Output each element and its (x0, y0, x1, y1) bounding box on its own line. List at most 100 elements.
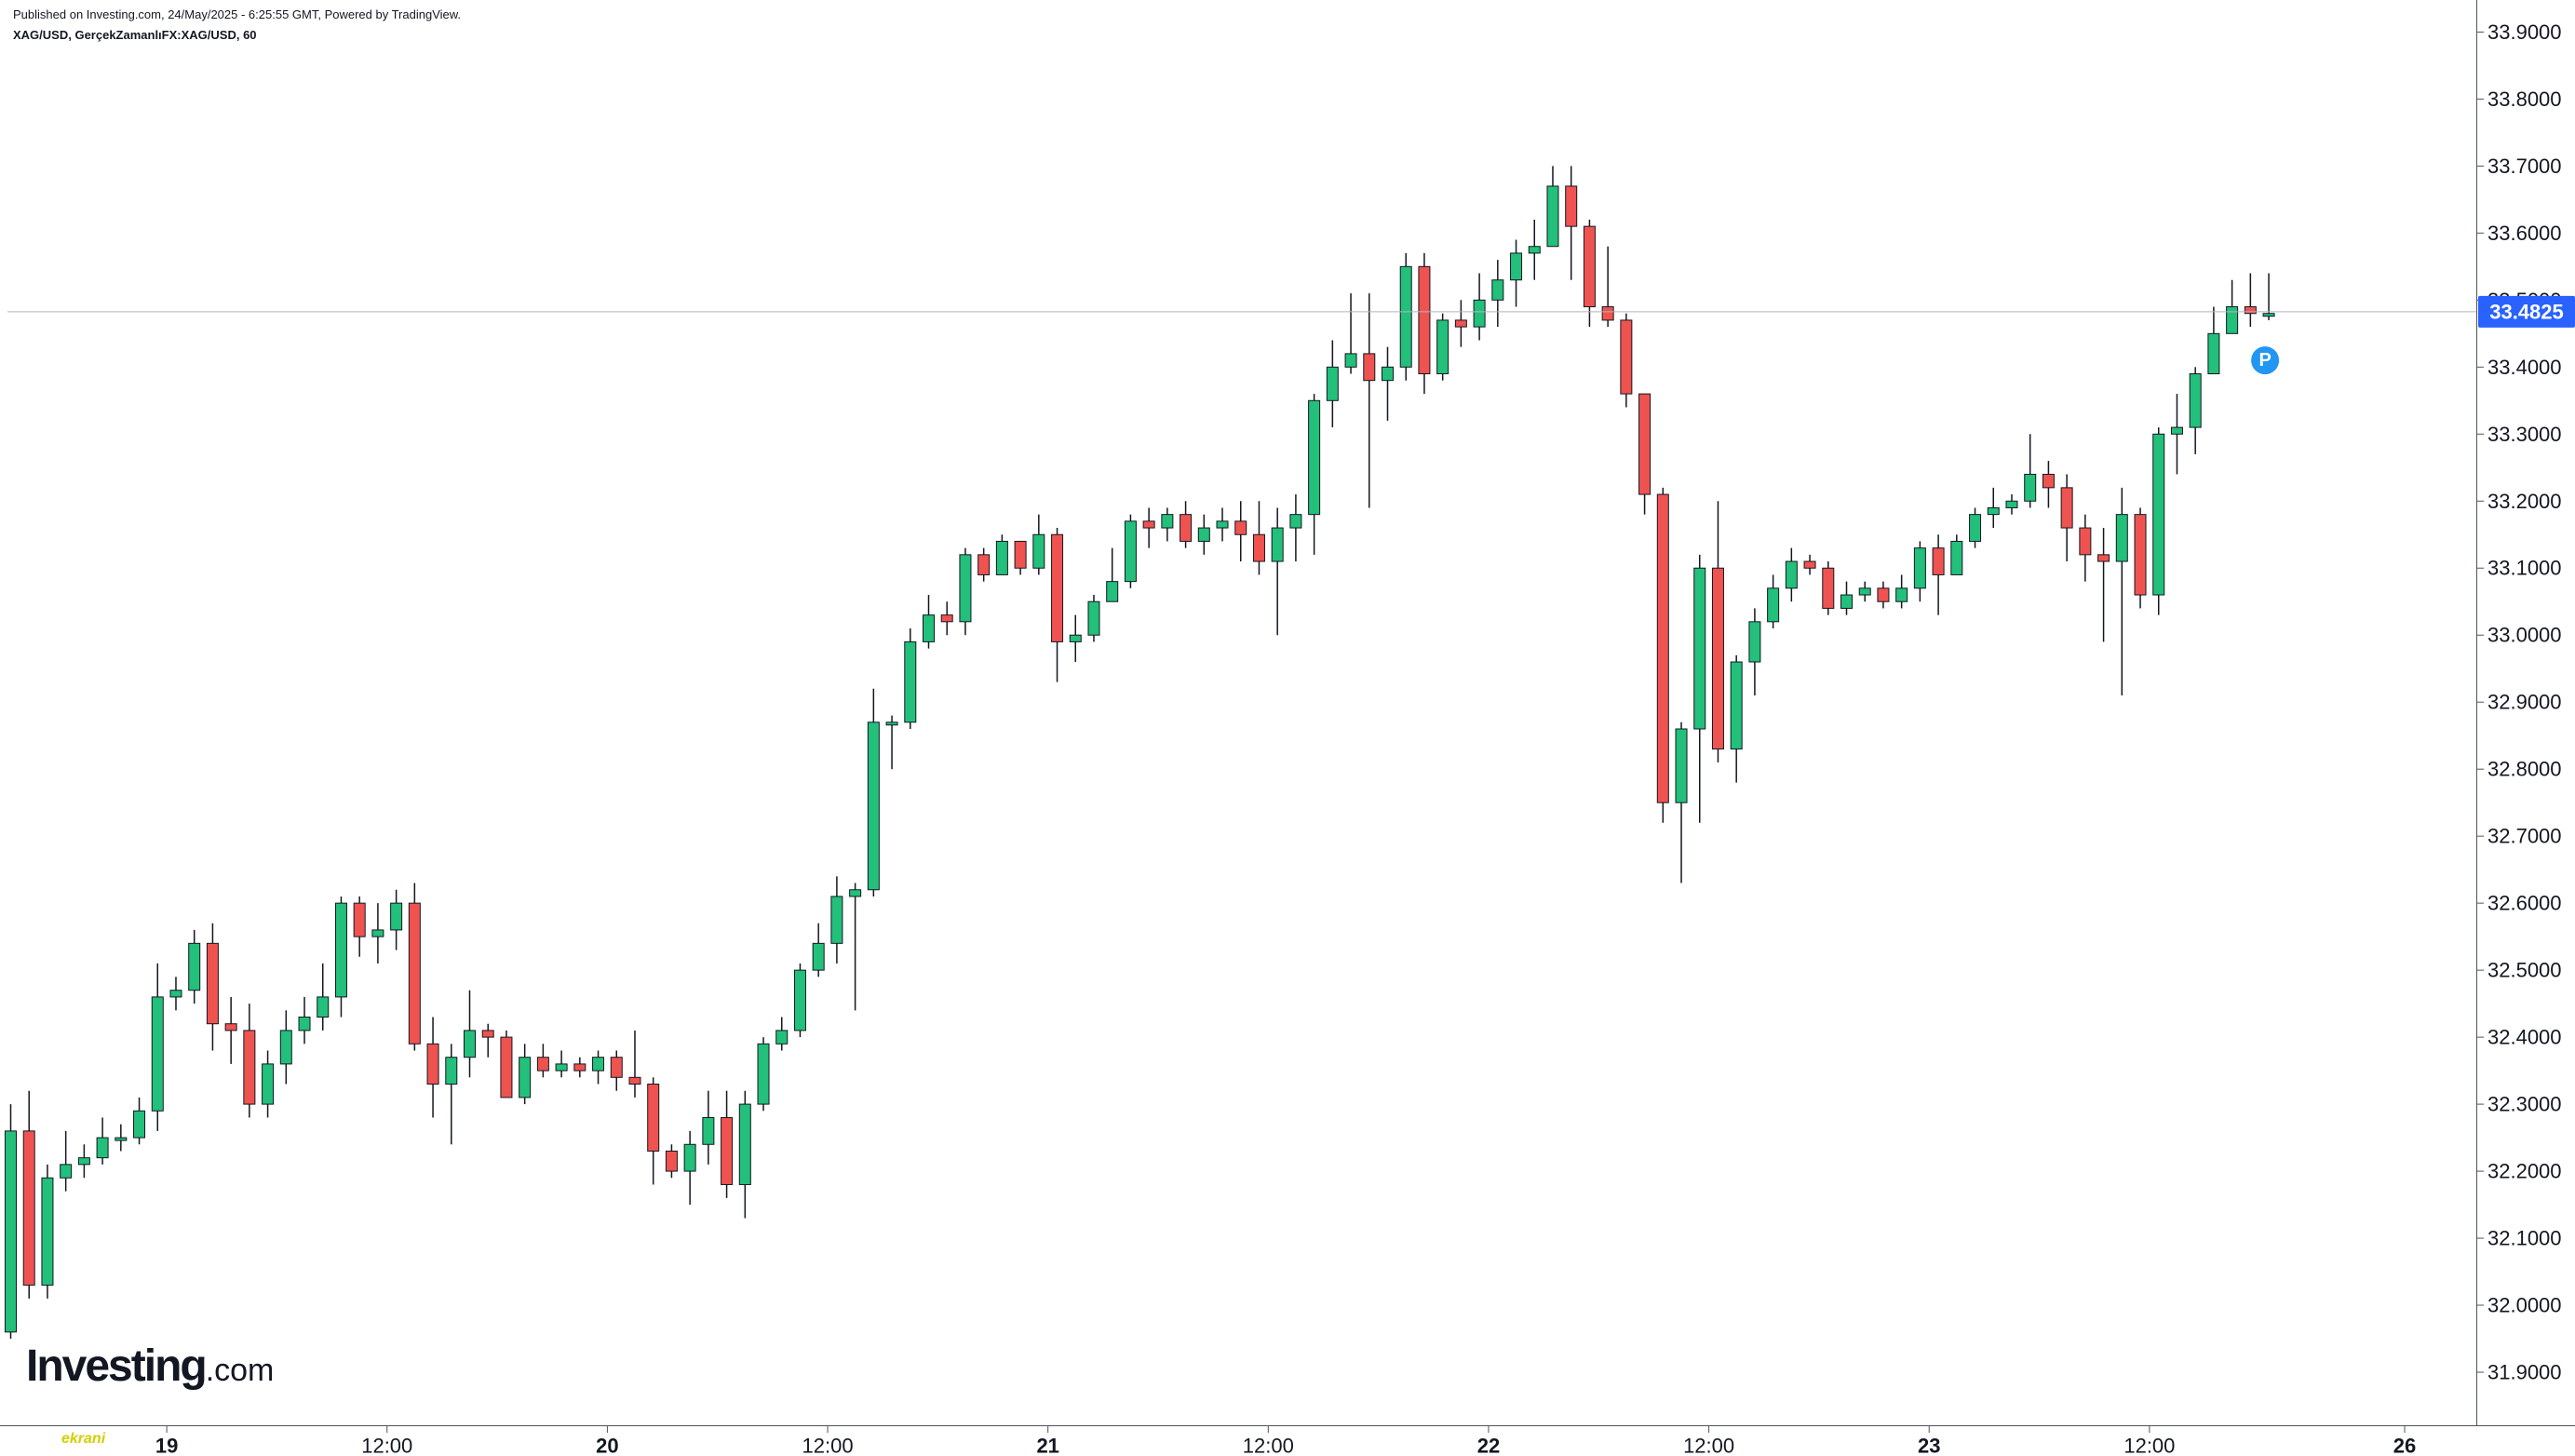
candle-body-up (2207, 332, 2220, 374)
candle (1363, 293, 1376, 508)
candle (1730, 654, 1743, 783)
candle (96, 1117, 109, 1165)
candle-body-down (1711, 567, 1724, 750)
x-tick-label: 22 (1477, 1435, 1500, 1456)
candle (151, 963, 164, 1131)
candle (224, 996, 237, 1064)
candle-body-up (2262, 313, 2275, 317)
candle (5, 1104, 17, 1340)
symbol-title: XAG/USD, GerçekZamanlıFX:XAG/USD, 60 (13, 28, 257, 42)
candle-body-down (206, 942, 219, 1025)
candle-body-up (169, 990, 182, 998)
candle-body-up (775, 1030, 789, 1045)
y-tick-label: 32.6000 (2487, 892, 2562, 915)
candle (2005, 494, 2018, 515)
candle-body-down (2097, 554, 2110, 562)
candle (206, 923, 219, 1051)
candle (133, 1097, 146, 1145)
published-note: Published on Investing.com, 24/May/2025 … (13, 7, 462, 21)
p-marker-label: P (2258, 350, 2271, 371)
candle (2042, 461, 2055, 508)
candle (1344, 293, 1357, 374)
candle (1675, 721, 1688, 883)
candle-body-up (445, 1057, 458, 1085)
candle-body-up (151, 996, 164, 1112)
candle (1069, 614, 1082, 663)
candle (1693, 554, 1706, 823)
candle-body-down (1877, 587, 1890, 602)
candle (1858, 581, 1871, 602)
candle-body-up (2115, 514, 2128, 562)
candle (1656, 487, 1669, 823)
candle-body-up (1124, 520, 1137, 583)
candle-body-down (665, 1150, 678, 1172)
last-price-badge-text: 33.4825 (2489, 300, 2564, 323)
candle-body-down (628, 1076, 641, 1085)
candle-body-down (22, 1130, 35, 1286)
candle-body-up (1161, 514, 1174, 529)
candle-body-up (1436, 319, 1449, 374)
candle (1124, 514, 1137, 588)
candle-body-up (702, 1116, 715, 1145)
candle-body-up (5, 1130, 17, 1333)
candle-body-up (1308, 399, 1321, 516)
candle-body-up (1382, 366, 1394, 382)
candle-body-up (77, 1157, 90, 1166)
candle-body-up (1895, 587, 1908, 602)
candle-body-up (555, 1063, 568, 1072)
candle (169, 977, 182, 1011)
candle-body-up (2152, 433, 2165, 596)
y-tick-label: 32.5000 (2487, 959, 2562, 982)
candle-body-down (1583, 225, 1596, 308)
x-tick-label: 23 (1918, 1435, 1940, 1456)
candle (22, 1090, 35, 1299)
candle-body-up (279, 1030, 292, 1065)
candle (1987, 487, 2000, 529)
candle (2079, 514, 2092, 582)
candle-body-up (683, 1143, 696, 1172)
candle (1234, 501, 1247, 562)
candle (555, 1050, 568, 1078)
candle-body-up (2170, 426, 2183, 435)
candle (1583, 219, 1596, 328)
candle (1271, 507, 1284, 636)
candle (1840, 581, 1853, 615)
candle (1491, 260, 1504, 328)
candle (1142, 507, 1155, 548)
candle (1877, 581, 1890, 609)
candle (665, 1144, 678, 1179)
candle (1546, 166, 1559, 248)
last-price-badge: 33.4825 (2478, 295, 2575, 328)
candle (628, 1030, 641, 1098)
candle-body-down (1803, 560, 1816, 569)
candle-body-up (592, 1057, 605, 1072)
candle-body-up (995, 540, 1008, 575)
candle-body-down (408, 902, 421, 1045)
candle (885, 715, 898, 770)
candle (2262, 273, 2275, 320)
candle-body-up (1950, 540, 1963, 575)
candle-body-down (1601, 306, 1614, 321)
candle-body-down (721, 1116, 734, 1185)
candle-body-up (390, 902, 403, 931)
investing-logo[interactable]: Investing.com (26, 1341, 274, 1392)
candle (923, 595, 935, 649)
candle (738, 1090, 751, 1219)
candle-body-up (1289, 514, 1302, 529)
candle-body-up (1528, 246, 1541, 254)
candle-body-down (1620, 319, 1633, 395)
candle-body-up (1913, 547, 1926, 589)
candle (298, 996, 311, 1045)
candle-body-up (1069, 634, 1082, 642)
y-tick-label: 32.0000 (2487, 1294, 2562, 1317)
candle-body-up (298, 1017, 311, 1031)
candle (1197, 514, 1210, 555)
p-marker-circle[interactable] (2251, 346, 2280, 375)
candle-body-down (1822, 567, 1835, 609)
candle (2115, 487, 2128, 696)
x-tick-label: 26 (2393, 1435, 2416, 1456)
p-marker[interactable]: P (2251, 346, 2280, 375)
candle-body-up (1344, 353, 1357, 368)
